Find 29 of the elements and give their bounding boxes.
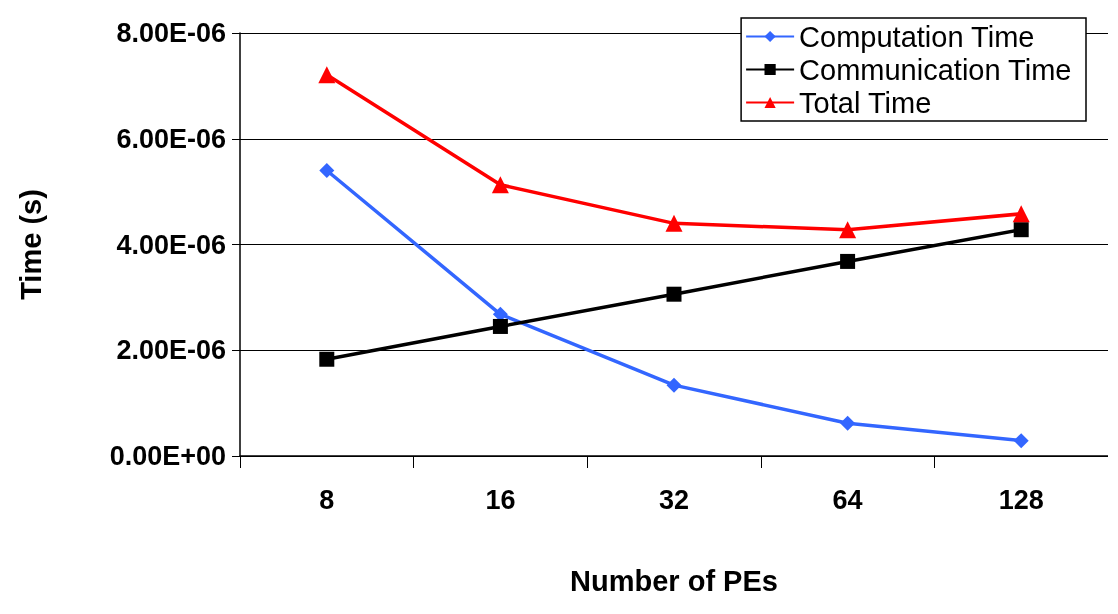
point bbox=[665, 214, 683, 232]
point bbox=[492, 318, 508, 334]
x-tick-label: 16 bbox=[485, 484, 516, 515]
point bbox=[666, 377, 682, 393]
y-tick-label: 0.00E+00 bbox=[109, 441, 226, 471]
point bbox=[666, 286, 682, 302]
y-tick-label: 2.00E-06 bbox=[116, 335, 226, 366]
point bbox=[318, 66, 336, 84]
x-tick-label: 128 bbox=[998, 484, 1044, 515]
legend-label: Total Time bbox=[799, 86, 932, 119]
x-tick-label: 32 bbox=[658, 484, 690, 515]
y-tick-label: 8.00E-06 bbox=[116, 18, 226, 48]
point bbox=[319, 162, 335, 178]
point bbox=[1012, 205, 1030, 223]
legend-label: Computation Time bbox=[799, 20, 1035, 53]
y-tick-label: 4.00E-06 bbox=[116, 229, 226, 260]
point bbox=[1013, 222, 1029, 238]
y-axis-title: Time (s) bbox=[14, 189, 47, 300]
x-axis-title: Number of PEs bbox=[570, 564, 778, 597]
y-tick-label: 6.00E-06 bbox=[116, 123, 226, 154]
legend-label: Communication Time bbox=[799, 53, 1072, 86]
point bbox=[491, 176, 509, 194]
point bbox=[840, 415, 856, 431]
point bbox=[1013, 433, 1029, 449]
x-tick-label: 64 bbox=[832, 484, 863, 515]
x-tick-label: 8 bbox=[319, 484, 335, 515]
point bbox=[319, 351, 335, 367]
point bbox=[840, 253, 856, 269]
point bbox=[839, 221, 857, 239]
